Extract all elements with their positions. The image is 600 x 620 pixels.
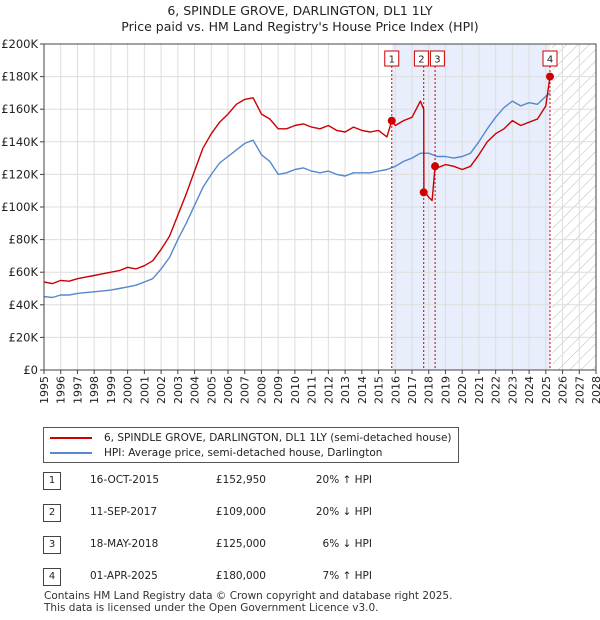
x-tick-label: 2008 [255, 376, 268, 404]
sale-number-badge: 4 [43, 568, 61, 586]
price-paid-line [43, 76, 551, 285]
x-tick-label: 2025 [540, 376, 553, 404]
sale-hpi-diff: 6% ↓ HPI [322, 538, 372, 550]
x-tick-label: 2012 [322, 376, 335, 404]
x-tick-label: 2007 [239, 376, 252, 404]
legend-label-price-paid: 6, SPINDLE GROVE, DARLINGTON, DL1 1LY (s… [104, 432, 452, 444]
legend-swatch-hpi [50, 452, 92, 454]
x-tick-label: 2010 [289, 376, 302, 404]
x-tick-label: 2018 [423, 376, 436, 404]
sale-point [546, 72, 554, 81]
sale-date: 01-APR-2025 [90, 570, 158, 582]
x-tick-label: 2009 [272, 376, 285, 404]
sale-label: 1 [389, 55, 395, 66]
x-tick-label: 1996 [55, 376, 68, 404]
y-tick-label: £80K [9, 233, 39, 247]
x-tick-label: 2022 [490, 376, 503, 404]
sale-point [431, 162, 440, 171]
x-tick-label: 2000 [122, 376, 135, 404]
sale-label: 2 [418, 55, 424, 66]
legend-item-hpi: HPI: Average price, semi-detached house,… [50, 446, 382, 460]
x-tick-label: 2016 [389, 376, 402, 404]
x-tick-label: 2013 [339, 376, 352, 404]
chart-legend: 6, SPINDLE GROVE, DARLINGTON, DL1 1LY (s… [43, 427, 459, 463]
sale-date: 11-SEP-2017 [90, 506, 158, 518]
sale-row: 3 18-MAY-2018 £125,000 6% ↓ HPI [40, 536, 440, 554]
y-tick-label: £180K [1, 70, 38, 84]
sale-price: £152,950 [215, 474, 266, 486]
x-tick-label: 2004 [189, 376, 202, 404]
x-tick-label: 2003 [172, 376, 185, 404]
y-tick-label: £60K [9, 265, 39, 279]
y-tick-label: £160K [1, 102, 38, 116]
x-tick-label: 2015 [373, 376, 386, 404]
chart-subtitle: Price paid vs. HM Land Registry's House … [121, 19, 479, 34]
x-tick-label: 2024 [523, 376, 536, 404]
y-tick-label: £200K [1, 37, 38, 51]
sale-date: 16-OCT-2015 [90, 474, 159, 486]
sale-date: 18-MAY-2018 [90, 538, 159, 550]
x-tick-label: 2027 [573, 376, 586, 404]
x-tick-label: 2001 [138, 376, 151, 404]
x-tick-label: 1997 [71, 376, 84, 404]
x-tick-label: 2019 [439, 376, 452, 404]
y-tick-label: £20K [9, 330, 39, 344]
sale-hpi-diff: 20% ↓ HPI [315, 506, 372, 518]
x-tick-label: 2006 [222, 376, 235, 404]
legend-item-price-paid: 6, SPINDLE GROVE, DARLINGTON, DL1 1LY (s… [50, 431, 452, 445]
attribution: Contains HM Land Registry data © Crown c… [44, 590, 452, 614]
attribution-line-1: Contains HM Land Registry data © Crown c… [44, 590, 453, 602]
sale-price: £180,000 [215, 570, 266, 582]
y-tick-label: £120K [1, 167, 38, 181]
y-tick-label: £140K [1, 135, 38, 149]
y-tick-label: £0 [23, 363, 38, 377]
hpi-line [43, 92, 551, 299]
sale-row: 2 11-SEP-2017 £109,000 20% ↓ HPI [40, 504, 440, 522]
sale-row: 4 01-APR-2025 £180,000 7% ↑ HPI [40, 568, 440, 586]
sale-label-box [429, 50, 445, 67]
sale-point [419, 188, 428, 197]
sale-price: £109,000 [215, 506, 266, 518]
attribution-line-2: This data is licensed under the Open Gov… [44, 602, 379, 614]
x-tick-label: 1995 [38, 376, 51, 404]
sale-number-badge: 3 [43, 536, 61, 554]
sale-label-box [542, 50, 558, 67]
sale-number-badge: 2 [43, 504, 61, 522]
x-tick-label: 2005 [205, 376, 218, 404]
chart-title: 6, SPINDLE GROVE, DARLINGTON, DL1 1LY [167, 3, 433, 18]
y-tick-label: £100K [1, 200, 38, 214]
x-tick-label: 2017 [406, 376, 419, 404]
sale-label-box [413, 50, 429, 67]
x-tick-label: 1998 [88, 376, 101, 404]
x-tick-label: 2014 [356, 376, 369, 404]
x-tick-label: 2021 [473, 376, 486, 404]
x-tick-label: 2002 [155, 376, 168, 404]
sale-point [387, 116, 396, 125]
x-tick-label: 1999 [105, 376, 118, 404]
sale-label: 3 [434, 55, 440, 66]
legend-swatch-price-paid [50, 437, 92, 439]
sale-hpi-diff: 7% ↑ HPI [322, 570, 372, 582]
x-tick-label: 2028 [590, 376, 600, 404]
sale-price: £125,000 [215, 538, 266, 550]
sale-hpi-diff: 20% ↑ HPI [315, 474, 372, 486]
sale-label: 4 [547, 55, 553, 66]
sale-row: 1 16-OCT-2015 £152,950 20% ↑ HPI [40, 472, 440, 490]
sale-number-badge: 1 [43, 472, 61, 490]
x-tick-label: 2026 [557, 376, 570, 404]
y-tick-label: £40K [9, 298, 39, 312]
x-tick-label: 2020 [456, 376, 469, 404]
sale-label-box [384, 50, 400, 67]
x-tick-label: 2011 [306, 376, 319, 404]
legend-label-hpi: HPI: Average price, semi-detached house,… [104, 447, 383, 459]
x-tick-label: 2023 [506, 376, 519, 404]
